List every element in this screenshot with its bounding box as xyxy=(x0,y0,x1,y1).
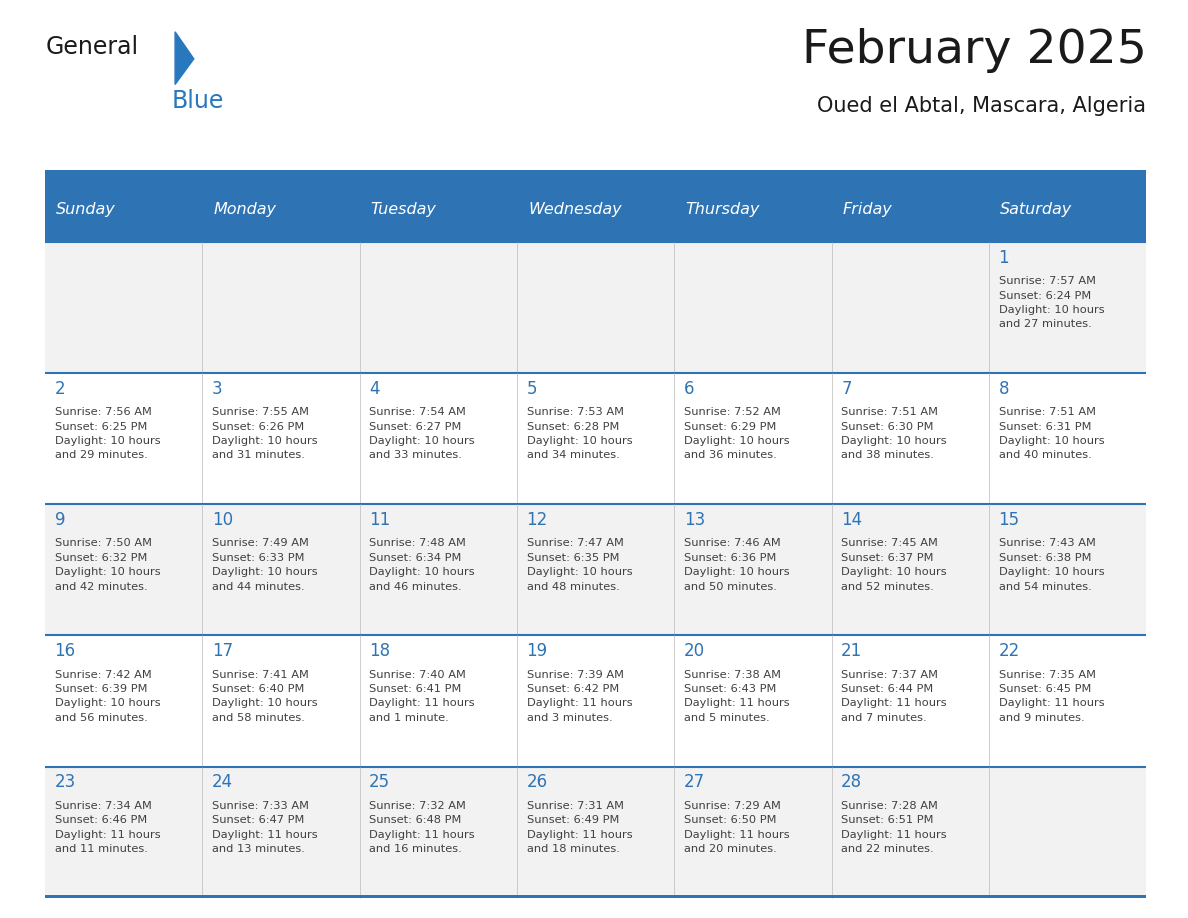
Text: 1: 1 xyxy=(999,249,1009,266)
Text: Sunrise: 7:51 AM
Sunset: 6:30 PM
Daylight: 10 hours
and 38 minutes.: Sunrise: 7:51 AM Sunset: 6:30 PM Dayligh… xyxy=(841,408,947,461)
Text: Sunrise: 7:34 AM
Sunset: 6:46 PM
Daylight: 11 hours
and 11 minutes.: Sunrise: 7:34 AM Sunset: 6:46 PM Dayligh… xyxy=(55,800,160,854)
Text: 14: 14 xyxy=(841,511,862,529)
Text: Sunrise: 7:38 AM
Sunset: 6:43 PM
Daylight: 11 hours
and 5 minutes.: Sunrise: 7:38 AM Sunset: 6:43 PM Dayligh… xyxy=(684,669,790,722)
Text: 18: 18 xyxy=(369,642,391,660)
Text: 19: 19 xyxy=(526,642,548,660)
Text: February 2025: February 2025 xyxy=(802,28,1146,73)
Text: Sunrise: 7:55 AM
Sunset: 6:26 PM
Daylight: 10 hours
and 31 minutes.: Sunrise: 7:55 AM Sunset: 6:26 PM Dayligh… xyxy=(211,408,317,461)
Text: 25: 25 xyxy=(369,773,391,791)
Text: 2: 2 xyxy=(55,380,65,397)
Text: Sunrise: 7:43 AM
Sunset: 6:38 PM
Daylight: 10 hours
and 54 minutes.: Sunrise: 7:43 AM Sunset: 6:38 PM Dayligh… xyxy=(999,539,1104,591)
Text: Friday: Friday xyxy=(842,202,892,217)
Text: Monday: Monday xyxy=(214,202,277,217)
Text: Sunrise: 7:46 AM
Sunset: 6:36 PM
Daylight: 10 hours
and 50 minutes.: Sunrise: 7:46 AM Sunset: 6:36 PM Dayligh… xyxy=(684,539,790,591)
Text: 9: 9 xyxy=(55,511,65,529)
Text: 17: 17 xyxy=(211,642,233,660)
Text: Sunrise: 7:45 AM
Sunset: 6:37 PM
Daylight: 10 hours
and 52 minutes.: Sunrise: 7:45 AM Sunset: 6:37 PM Dayligh… xyxy=(841,539,947,591)
Text: Sunrise: 7:35 AM
Sunset: 6:45 PM
Daylight: 11 hours
and 9 minutes.: Sunrise: 7:35 AM Sunset: 6:45 PM Dayligh… xyxy=(999,669,1104,722)
Text: 16: 16 xyxy=(55,642,76,660)
Text: 4: 4 xyxy=(369,380,380,397)
Text: 22: 22 xyxy=(999,642,1019,660)
Text: Sunrise: 7:54 AM
Sunset: 6:27 PM
Daylight: 10 hours
and 33 minutes.: Sunrise: 7:54 AM Sunset: 6:27 PM Dayligh… xyxy=(369,408,475,461)
Text: Sunrise: 7:40 AM
Sunset: 6:41 PM
Daylight: 11 hours
and 1 minute.: Sunrise: 7:40 AM Sunset: 6:41 PM Dayligh… xyxy=(369,669,475,722)
Text: Sunrise: 7:32 AM
Sunset: 6:48 PM
Daylight: 11 hours
and 16 minutes.: Sunrise: 7:32 AM Sunset: 6:48 PM Dayligh… xyxy=(369,800,475,854)
Text: 8: 8 xyxy=(999,380,1009,397)
Text: Thursday: Thursday xyxy=(685,202,760,217)
Text: General: General xyxy=(45,35,138,59)
Text: Sunrise: 7:47 AM
Sunset: 6:35 PM
Daylight: 10 hours
and 48 minutes.: Sunrise: 7:47 AM Sunset: 6:35 PM Dayligh… xyxy=(526,539,632,591)
Text: 13: 13 xyxy=(684,511,706,529)
Text: 23: 23 xyxy=(55,773,76,791)
Text: Oued el Abtal, Mascara, Algeria: Oued el Abtal, Mascara, Algeria xyxy=(817,95,1146,116)
Polygon shape xyxy=(175,32,194,84)
Text: Sunrise: 7:48 AM
Sunset: 6:34 PM
Daylight: 10 hours
and 46 minutes.: Sunrise: 7:48 AM Sunset: 6:34 PM Dayligh… xyxy=(369,539,475,591)
Text: 6: 6 xyxy=(684,380,694,397)
Text: 24: 24 xyxy=(211,773,233,791)
Text: 27: 27 xyxy=(684,773,704,791)
Text: Sunrise: 7:52 AM
Sunset: 6:29 PM
Daylight: 10 hours
and 36 minutes.: Sunrise: 7:52 AM Sunset: 6:29 PM Dayligh… xyxy=(684,408,790,461)
Text: 12: 12 xyxy=(526,511,548,529)
Text: 26: 26 xyxy=(526,773,548,791)
Text: Tuesday: Tuesday xyxy=(371,202,437,217)
Text: 15: 15 xyxy=(999,511,1019,529)
Text: Sunday: Sunday xyxy=(56,202,116,217)
Text: Wednesday: Wednesday xyxy=(529,202,621,217)
Text: Sunrise: 7:28 AM
Sunset: 6:51 PM
Daylight: 11 hours
and 22 minutes.: Sunrise: 7:28 AM Sunset: 6:51 PM Dayligh… xyxy=(841,800,947,854)
Text: Saturday: Saturday xyxy=(1000,202,1073,217)
Text: Blue: Blue xyxy=(172,89,225,113)
Text: 20: 20 xyxy=(684,642,704,660)
Text: 21: 21 xyxy=(841,642,862,660)
Text: Sunrise: 7:42 AM
Sunset: 6:39 PM
Daylight: 10 hours
and 56 minutes.: Sunrise: 7:42 AM Sunset: 6:39 PM Dayligh… xyxy=(55,669,160,722)
Text: 5: 5 xyxy=(526,380,537,397)
Text: Sunrise: 7:49 AM
Sunset: 6:33 PM
Daylight: 10 hours
and 44 minutes.: Sunrise: 7:49 AM Sunset: 6:33 PM Dayligh… xyxy=(211,539,317,591)
Text: 3: 3 xyxy=(211,380,222,397)
Text: Sunrise: 7:39 AM
Sunset: 6:42 PM
Daylight: 11 hours
and 3 minutes.: Sunrise: 7:39 AM Sunset: 6:42 PM Dayligh… xyxy=(526,669,632,722)
Text: Sunrise: 7:41 AM
Sunset: 6:40 PM
Daylight: 10 hours
and 58 minutes.: Sunrise: 7:41 AM Sunset: 6:40 PM Dayligh… xyxy=(211,669,317,722)
Text: 28: 28 xyxy=(841,773,862,791)
Text: Sunrise: 7:33 AM
Sunset: 6:47 PM
Daylight: 11 hours
and 13 minutes.: Sunrise: 7:33 AM Sunset: 6:47 PM Dayligh… xyxy=(211,800,317,854)
Text: Sunrise: 7:53 AM
Sunset: 6:28 PM
Daylight: 10 hours
and 34 minutes.: Sunrise: 7:53 AM Sunset: 6:28 PM Dayligh… xyxy=(526,408,632,461)
Text: Sunrise: 7:57 AM
Sunset: 6:24 PM
Daylight: 10 hours
and 27 minutes.: Sunrise: 7:57 AM Sunset: 6:24 PM Dayligh… xyxy=(999,276,1104,330)
Text: 11: 11 xyxy=(369,511,391,529)
Text: Sunrise: 7:37 AM
Sunset: 6:44 PM
Daylight: 11 hours
and 7 minutes.: Sunrise: 7:37 AM Sunset: 6:44 PM Dayligh… xyxy=(841,669,947,722)
Text: Sunrise: 7:50 AM
Sunset: 6:32 PM
Daylight: 10 hours
and 42 minutes.: Sunrise: 7:50 AM Sunset: 6:32 PM Dayligh… xyxy=(55,539,160,591)
Text: Sunrise: 7:29 AM
Sunset: 6:50 PM
Daylight: 11 hours
and 20 minutes.: Sunrise: 7:29 AM Sunset: 6:50 PM Dayligh… xyxy=(684,800,790,854)
Text: 10: 10 xyxy=(211,511,233,529)
Text: Sunrise: 7:51 AM
Sunset: 6:31 PM
Daylight: 10 hours
and 40 minutes.: Sunrise: 7:51 AM Sunset: 6:31 PM Dayligh… xyxy=(999,408,1104,461)
Text: 7: 7 xyxy=(841,380,852,397)
Text: Sunrise: 7:31 AM
Sunset: 6:49 PM
Daylight: 11 hours
and 18 minutes.: Sunrise: 7:31 AM Sunset: 6:49 PM Dayligh… xyxy=(526,800,632,854)
Text: Sunrise: 7:56 AM
Sunset: 6:25 PM
Daylight: 10 hours
and 29 minutes.: Sunrise: 7:56 AM Sunset: 6:25 PM Dayligh… xyxy=(55,408,160,461)
